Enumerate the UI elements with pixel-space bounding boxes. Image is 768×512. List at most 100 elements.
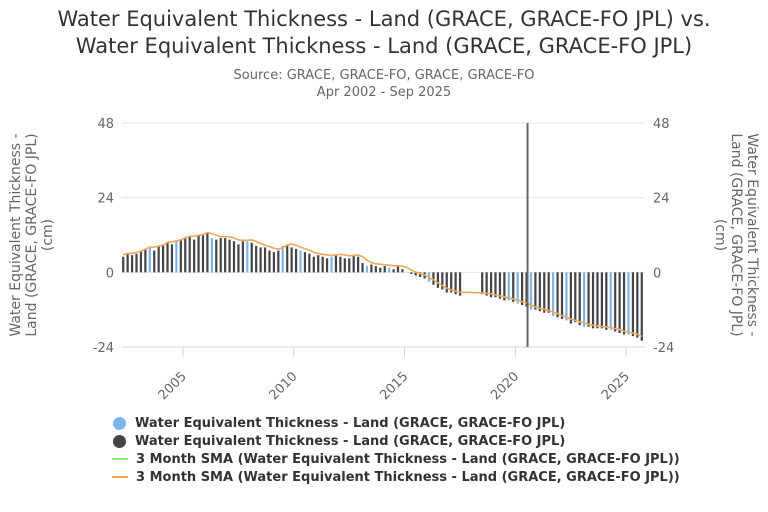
bar [286,244,289,273]
bar [130,255,134,273]
bar [250,242,253,273]
sma-line-green [122,231,643,337]
bar [489,272,493,298]
bar [312,256,315,273]
bar [529,272,533,310]
bar [507,272,510,301]
y-tick-left: -24 [93,341,114,356]
bar [357,256,360,273]
bar [454,272,457,295]
bar [560,272,564,319]
bar [401,269,404,273]
bar [583,272,586,327]
bar [410,272,413,274]
legend-line-icon [112,476,128,478]
bar [512,272,515,302]
x-tick-label: 2005 [156,369,190,403]
title-line-1: Water Equivalent Thickness - Land (GRACE… [57,7,711,31]
bar [210,238,213,273]
bar [414,272,417,276]
subtitle-range: Apr 2002 - Sep 2025 [316,85,452,100]
bar [609,272,612,330]
bar [521,272,524,305]
bar [144,249,147,273]
bar [215,239,218,273]
bar [321,256,324,273]
legend-item-sma-orange[interactable]: 3 Month SMA (Water Equivalent Thickness … [112,468,680,486]
legend-label: 3 Month SMA (Water Equivalent Thickness … [136,469,680,485]
bar [259,247,262,273]
bar [303,252,307,273]
bar [153,250,156,273]
bar [556,272,559,318]
legend-circle-icon [113,434,126,448]
bar [255,245,258,273]
bar [516,272,519,304]
bar [441,272,444,290]
bar [538,272,541,312]
bar [436,272,439,288]
bar [361,263,364,273]
bar [246,241,249,273]
bar [458,272,462,296]
legend-item-sma-green[interactable]: 3 Month SMA (Water Equivalent Thickness … [112,450,680,468]
bar [445,272,448,293]
bar [396,266,400,273]
bar [193,239,196,273]
bar [534,272,537,310]
bar [161,244,165,273]
y-tick-left: 0 [106,266,114,281]
bar [605,272,608,330]
x-tick-label: 2015 [377,369,411,403]
bar [591,272,595,329]
bar [481,272,484,295]
bar [157,245,160,273]
bar [268,250,271,273]
bar [188,236,191,273]
x-tick-label: 2025 [599,369,633,403]
bar [600,272,603,329]
bar [348,258,351,273]
bar [135,253,138,273]
chart-subtitle: Source: GRACE, GRACE-FO, GRACE, GRACE-FO… [0,67,768,101]
bar [569,272,572,324]
chart-plot: 48 48 24 24 0 0 -24 -24 2005 2010 2015 2020 2025 Wate… [8,117,760,403]
bar [334,255,338,273]
legend-circle-icon [113,416,126,430]
legend-label: Water Equivalent Thickness - Land (GRACE… [135,415,566,431]
bar [308,253,311,273]
bar [614,272,617,332]
bar [272,252,276,273]
subtitle-source: Source: GRACE, GRACE-FO, GRACE, GRACE-FO [233,68,535,83]
legend-label: 3 Month SMA (Water Equivalent Thickness … [136,451,680,467]
bar [494,272,497,298]
bar [388,267,391,273]
legend-item-series-1[interactable]: Water Equivalent Thickness - Land (GRACE… [112,414,680,432]
bar [330,256,333,273]
bar [219,238,222,273]
y-tick-left: 24 [97,192,114,207]
legend-item-series-2[interactable]: Water Equivalent Thickness - Land (GRACE… [112,432,680,450]
bar [201,235,205,273]
bar [184,238,187,273]
bar [148,247,151,273]
bar [365,266,369,273]
sma-line-orange [122,231,643,337]
chart-title: Water Equivalent Thickness - Land (GRACE… [0,6,768,60]
bar [432,272,435,285]
bar [618,272,621,333]
bar [485,272,488,296]
x-tick-label: 2020 [488,369,522,403]
bar [352,255,355,273]
bar [383,266,386,273]
bar [263,247,267,273]
bar [122,256,125,273]
bar [631,272,635,337]
bar [419,272,422,277]
bar [170,244,174,273]
y-tick-right: 0 [653,266,661,281]
bar [552,272,555,316]
bar [232,241,236,273]
bar [277,250,280,273]
bar [374,266,377,273]
